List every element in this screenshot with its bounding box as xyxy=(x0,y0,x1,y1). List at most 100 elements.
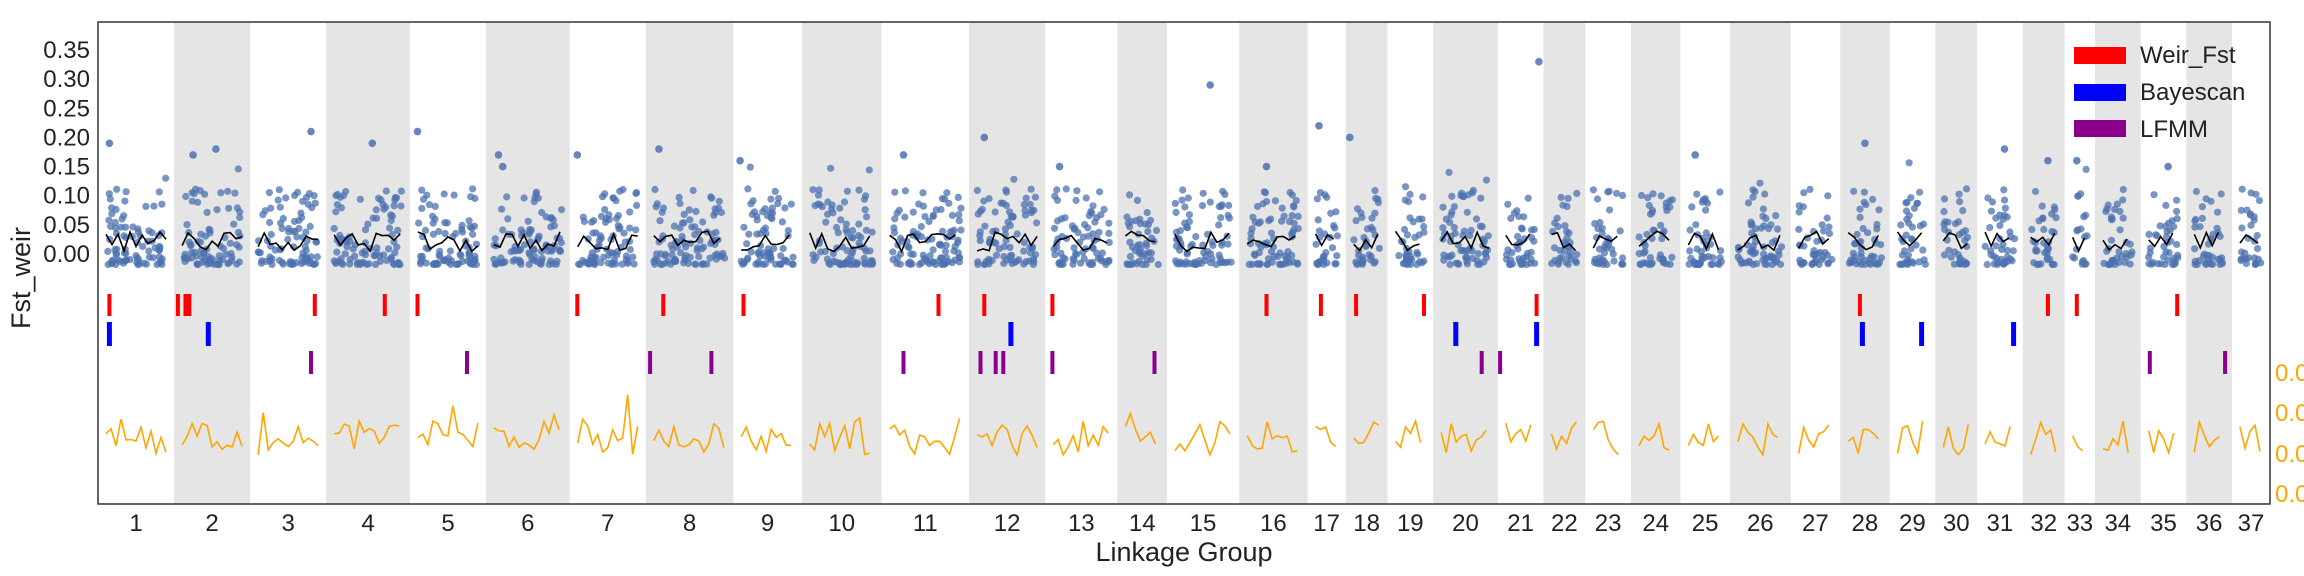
fst-point xyxy=(700,243,708,251)
fst-point xyxy=(353,258,362,267)
fst-point xyxy=(2209,260,2217,268)
fst-point xyxy=(1514,232,1522,240)
fst-point xyxy=(1996,211,2004,219)
fst-point xyxy=(457,252,465,260)
fst-point xyxy=(1217,214,1225,222)
fst-point xyxy=(1136,220,1144,228)
right-trace-segment xyxy=(1124,411,1157,445)
fst-point xyxy=(824,210,832,218)
fst-point xyxy=(1751,188,1759,196)
fst-point xyxy=(2038,202,2046,210)
fst-point xyxy=(215,260,223,268)
fst-point xyxy=(558,206,566,214)
x-tick-label: 2 xyxy=(205,510,218,537)
fst-point xyxy=(2165,249,2173,257)
fst-point xyxy=(1825,229,1834,238)
fst-point xyxy=(684,259,693,267)
weir-fst-hit xyxy=(2045,294,2050,316)
weir-fst-hit xyxy=(1264,294,1269,316)
fst-point xyxy=(361,239,369,247)
fst-point xyxy=(1206,198,1214,206)
fst-point xyxy=(861,260,869,268)
fst-point xyxy=(1370,259,1378,267)
fst-point xyxy=(1637,191,1646,200)
fst-point xyxy=(1772,212,1780,220)
fst-point xyxy=(1154,260,1162,269)
fst-point xyxy=(524,217,532,225)
lfmm-hit xyxy=(1479,351,1484,374)
fst-point xyxy=(1171,199,1179,207)
fst-point xyxy=(188,197,196,205)
fst-point xyxy=(1518,225,1526,233)
fst-point xyxy=(1021,206,1029,215)
plot-frame xyxy=(97,21,2271,505)
fst-point xyxy=(458,257,467,265)
fst-point xyxy=(1022,258,1030,266)
fst-point xyxy=(266,218,274,227)
fst-point xyxy=(715,197,723,205)
fst-point xyxy=(445,254,453,262)
fst-point xyxy=(1619,191,1627,199)
fst-point xyxy=(829,250,838,258)
fst-point xyxy=(111,218,119,227)
right-trace-segment xyxy=(2102,420,2129,453)
fst-point xyxy=(670,222,679,230)
fst-point xyxy=(939,227,947,235)
fst-point xyxy=(1528,226,1536,234)
weir-fst-hit xyxy=(741,294,746,316)
fst-point xyxy=(2008,257,2016,265)
fst-point xyxy=(2082,165,2090,173)
fst-point xyxy=(1267,215,1275,223)
legend-swatch-bayescan xyxy=(2074,84,2126,101)
fst-point xyxy=(376,252,384,260)
fst-point xyxy=(613,251,621,259)
right-trace-segment xyxy=(2071,435,2084,452)
fst-point xyxy=(550,222,558,230)
fst-point xyxy=(1448,192,1456,200)
fst-point xyxy=(1877,254,1886,262)
smoothed-line-segment xyxy=(1246,235,1296,248)
fst-point xyxy=(1812,256,1820,264)
fst-point xyxy=(1649,190,1657,198)
fst-point xyxy=(336,231,344,239)
fst-point xyxy=(361,226,370,234)
fst-point xyxy=(134,228,142,236)
x-tick-label: 1 xyxy=(129,510,142,537)
fst-point xyxy=(676,199,684,208)
smoothed-line-segment xyxy=(1314,233,1335,248)
bayescan-hit xyxy=(1919,322,1925,346)
fst-point xyxy=(2216,260,2224,268)
fst-point xyxy=(1419,193,1427,201)
fst-point xyxy=(1618,260,1626,268)
fst-point xyxy=(1900,247,1908,255)
fst-point xyxy=(2150,191,2158,199)
fst-point xyxy=(2156,222,2164,230)
fst-point xyxy=(1613,189,1621,197)
x-tick-label: 25 xyxy=(1692,510,1719,537)
fst-point xyxy=(1983,260,1991,269)
smoothed-line-segment xyxy=(1353,233,1379,252)
fst-point xyxy=(377,196,385,204)
fst-point xyxy=(1573,189,1581,197)
fst-point xyxy=(304,200,312,208)
fst-outlier-point xyxy=(2044,156,2052,165)
fst-point xyxy=(466,259,474,268)
fst-point xyxy=(2032,245,2040,254)
fst-point xyxy=(1757,224,1765,232)
right-trace-segment xyxy=(1737,421,1779,458)
fst-point xyxy=(380,205,388,213)
fst-point xyxy=(1294,225,1302,233)
fst-point xyxy=(1646,254,1654,262)
fst-point xyxy=(557,239,565,247)
right-trace-segment xyxy=(653,422,725,454)
fst-point xyxy=(397,187,405,195)
lfmm-hit xyxy=(901,351,906,374)
fst-point xyxy=(1081,221,1089,229)
fst-point xyxy=(1255,219,1263,227)
fst-point xyxy=(1759,212,1767,220)
fst-point xyxy=(1204,247,1212,255)
fst-point xyxy=(415,219,423,227)
fst-point xyxy=(2039,214,2047,222)
fst-point xyxy=(1333,252,1341,260)
smoothed-line-segment xyxy=(577,231,638,252)
